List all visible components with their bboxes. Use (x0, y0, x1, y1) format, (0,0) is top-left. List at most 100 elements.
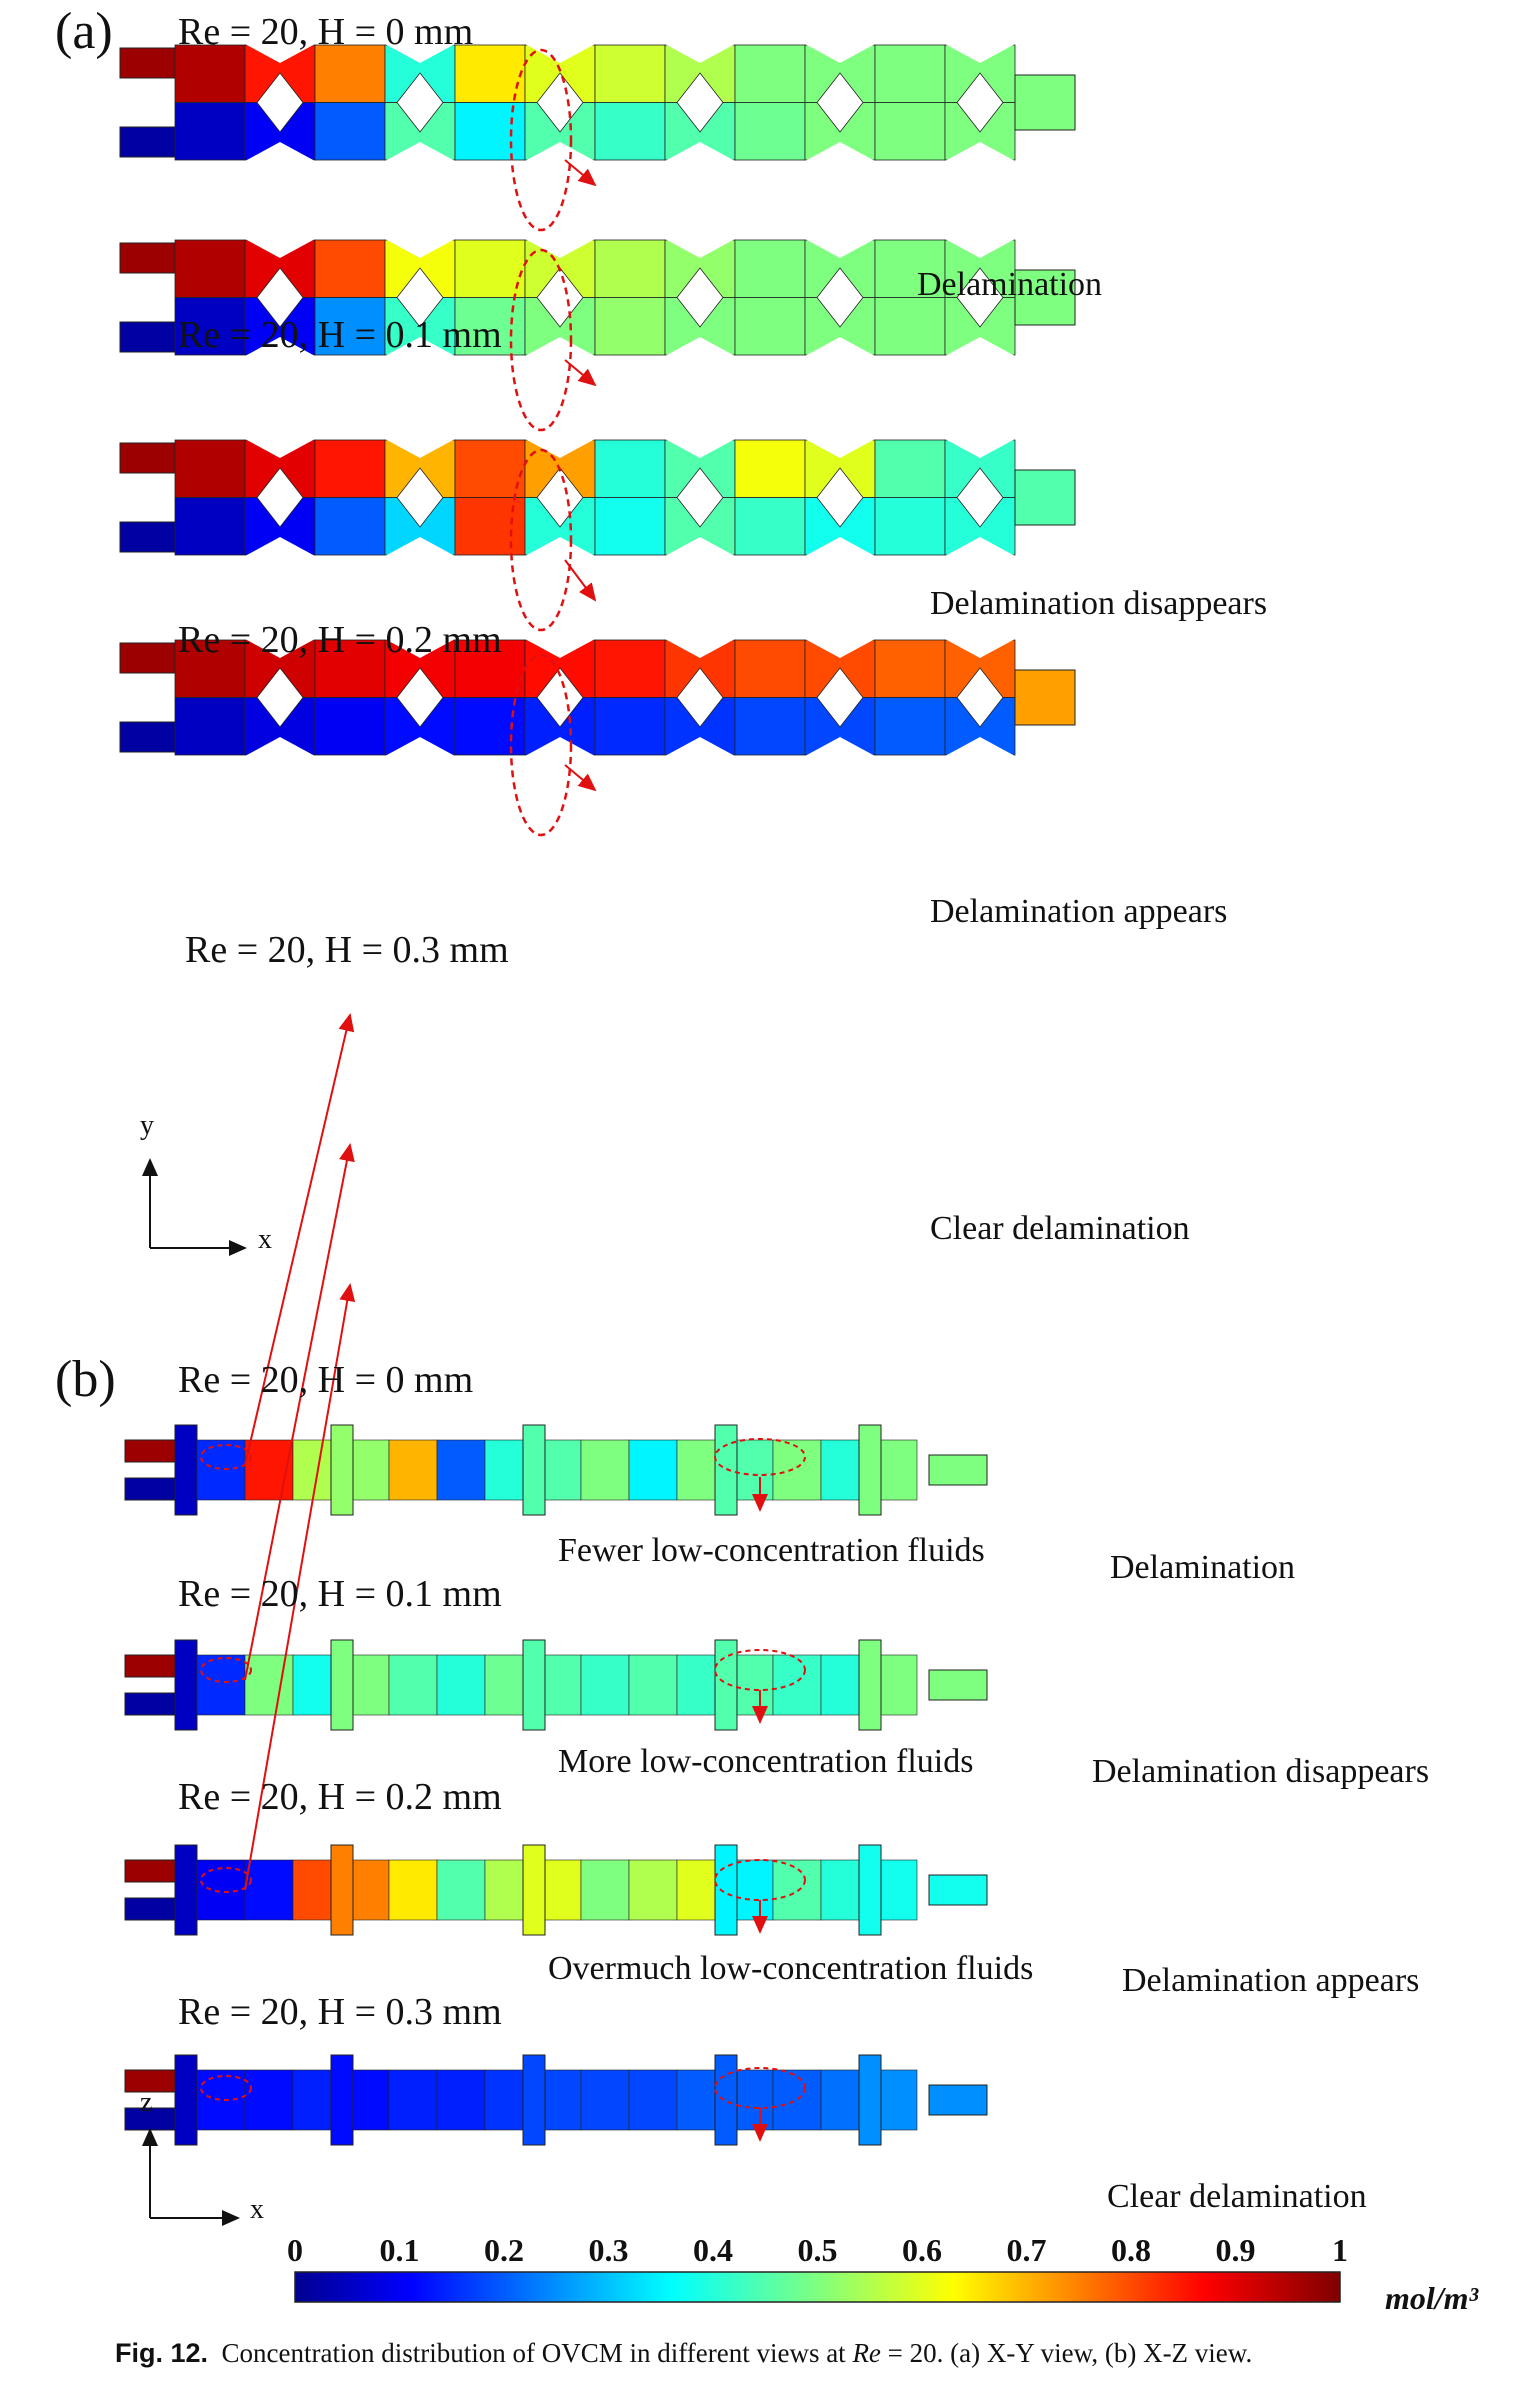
annotation-b-3-left: Overmuch low-concentration fluids (548, 1950, 1034, 1987)
outlet (1014, 469, 1076, 526)
segment-bottom (174, 497, 246, 556)
annotation-a-3: Delamination appears (930, 893, 1228, 930)
notch-bottom (805, 737, 875, 756)
segment-top (874, 239, 946, 298)
panel-a-channels (119, 44, 1076, 756)
notch-top (385, 639, 455, 658)
notch-bottom (385, 737, 455, 756)
obstacle (536, 667, 584, 728)
annotation-layer (142, 48, 806, 2226)
arrow-b-left-1 (244, 1013, 355, 1466)
colorbar-tick-label: 0.6 (902, 2232, 942, 2268)
segment-top (174, 439, 246, 498)
junction-block (330, 1844, 354, 1936)
notch-bottom (945, 737, 1015, 756)
notch-top (805, 44, 875, 63)
junction-block (522, 1844, 546, 1936)
inlet-bottom (124, 1477, 176, 1501)
notch-top (385, 239, 455, 258)
inlet-bottom (119, 521, 176, 553)
channel-xz-h3 (124, 2054, 988, 2146)
notch-top (385, 439, 455, 458)
dashed-ellipse-a-3 (509, 448, 573, 632)
first-mixer (174, 1424, 198, 1516)
obstacle (676, 667, 724, 728)
arrow-a-2 (564, 359, 597, 387)
segment-bottom (454, 697, 526, 756)
channel-xy-h2 (119, 439, 1076, 556)
segment-top (454, 639, 526, 698)
dashed-ellipse-b-3-1 (200, 1867, 252, 1893)
segment-bottom (734, 297, 806, 356)
segment (628, 1859, 678, 1921)
arrow-b-left-2 (244, 1143, 355, 1681)
notch-bottom (805, 537, 875, 556)
segment-top (874, 439, 946, 498)
obstacle (256, 667, 304, 728)
segment (436, 1654, 486, 1716)
notch-bottom (805, 337, 875, 356)
colorbar-tick-label: 0.5 (797, 2232, 838, 2268)
outlet (928, 1454, 988, 1486)
segment-top (314, 44, 386, 103)
axis-label-b-x: x (250, 2194, 264, 2225)
obstacle (396, 467, 444, 528)
segment-top (454, 239, 526, 298)
first-mixer (174, 1844, 198, 1936)
colorbar-tick-label: 0.2 (484, 2232, 524, 2268)
segment (772, 2069, 822, 2131)
notch-top (525, 639, 595, 658)
obstacle (256, 267, 304, 328)
case-label-a-3: Re = 20, H = 0.2 mm (178, 619, 502, 661)
obstacle (956, 667, 1004, 728)
obstacle (256, 72, 304, 133)
obstacle (956, 467, 1004, 528)
segment-bottom (594, 697, 666, 756)
caption-text-after: = 20. (a) X-Y view, (b) X-Z view. (880, 2338, 1253, 2368)
arrow-a-1 (564, 159, 597, 187)
segment (388, 1439, 438, 1501)
segment-top (874, 639, 946, 698)
segment-top (174, 239, 246, 298)
notch-top (945, 44, 1015, 63)
dashed-ellipse-a-1 (509, 48, 573, 232)
obstacle (396, 667, 444, 728)
notch-top (525, 44, 595, 63)
notch-top (665, 639, 735, 658)
inlet-top (124, 1439, 176, 1463)
segment-top (314, 239, 386, 298)
inlet-bottom (119, 321, 176, 353)
case-label-a-4: Re = 20, H = 0.3 mm (185, 929, 509, 971)
dashed-ellipse-b-1-1 (200, 1444, 252, 1470)
colorbar-tick-label: 0 (287, 2232, 303, 2268)
segment-top (314, 639, 386, 698)
segment-bottom (874, 102, 946, 161)
notch-bottom (245, 337, 315, 356)
colorbar-tick-label: 0.3 (588, 2232, 629, 2268)
obstacle (256, 467, 304, 528)
junction-block (330, 2054, 354, 2146)
junction-block (522, 1639, 546, 1731)
segment-top (734, 44, 806, 103)
case-label-b-4: Re = 20, H = 0.3 mm (178, 1991, 502, 2033)
dashed-ellipse-b-1-2 (714, 1438, 806, 1476)
junction-block (714, 2054, 738, 2146)
dashed-ellipse-b-2-1 (200, 1657, 252, 1683)
notch-top (805, 439, 875, 458)
caption-text-before: Concentration distribution of OVCM in di… (221, 2338, 853, 2368)
notch-bottom (525, 737, 595, 756)
obstacle (676, 467, 724, 528)
colorbar-tick-label: 0.8 (1111, 2232, 1151, 2268)
inlet-top (119, 242, 176, 274)
notch-top (525, 239, 595, 258)
panel-a-label: (a) (55, 3, 113, 60)
segment-bottom (314, 297, 386, 356)
notch-bottom (665, 142, 735, 161)
notch-bottom (525, 337, 595, 356)
segment (388, 1654, 438, 1716)
segment (196, 1439, 246, 1501)
annotation-b-4-right: Clear delamination (1107, 2178, 1367, 2215)
annotation-b-2-right: Delamination disappears (1092, 1753, 1430, 1790)
case-label-b-1: Re = 20, H = 0 mm (178, 1359, 474, 1401)
notch-top (805, 639, 875, 658)
